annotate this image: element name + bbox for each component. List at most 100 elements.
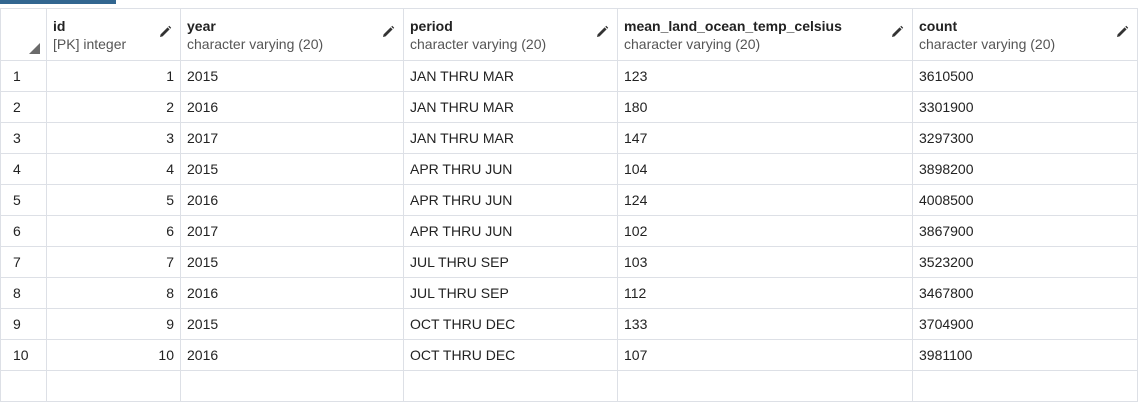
cell-id[interactable]: 10: [46, 339, 181, 371]
cell-id[interactable]: 2: [46, 91, 181, 123]
row-number[interactable]: 6: [0, 215, 47, 247]
cell-period[interactable]: OCT THRU DEC: [403, 308, 618, 340]
column-header-period[interactable]: period character varying (20): [403, 8, 618, 61]
cell-year[interactable]: 2016: [180, 91, 404, 123]
pencil-icon[interactable]: [158, 25, 172, 39]
cell-id[interactable]: 8: [46, 277, 181, 309]
cell-count[interactable]: 3610500: [912, 60, 1138, 92]
column-header-id[interactable]: id [PK] integer: [46, 8, 181, 61]
cell-year[interactable]: 2016: [180, 184, 404, 216]
cell-count[interactable]: 3867900: [912, 215, 1138, 247]
cell-period[interactable]: APR THRU JUN: [403, 215, 618, 247]
cell-period[interactable]: JUL THRU SEP: [403, 246, 618, 278]
pencil-icon[interactable]: [381, 25, 395, 39]
cell-mean-temp[interactable]: 104: [617, 153, 913, 185]
cell-mean-temp[interactable]: 107: [617, 339, 913, 371]
cell-count[interactable]: 3981100: [912, 339, 1138, 371]
cell-period[interactable]: JAN THRU MAR: [403, 60, 618, 92]
column-header-mean-land-ocean-temp-celsius[interactable]: mean_land_ocean_temp_celsius character v…: [617, 8, 913, 61]
row-number[interactable]: 1: [0, 60, 47, 92]
cell-year[interactable]: 2016: [180, 339, 404, 371]
row-number[interactable]: 10: [0, 339, 47, 371]
cell-period[interactable]: JAN THRU MAR: [403, 91, 618, 123]
column-header-count[interactable]: count character varying (20): [912, 8, 1138, 61]
cell-count[interactable]: 3523200: [912, 246, 1138, 278]
cell-period[interactable]: JUL THRU SEP: [403, 277, 618, 309]
pencil-icon[interactable]: [890, 25, 904, 39]
cell-count[interactable]: 3704900: [912, 308, 1138, 340]
empty-cell[interactable]: [0, 370, 47, 402]
cell-period[interactable]: APR THRU JUN: [403, 153, 618, 185]
cell-year[interactable]: 2017: [180, 122, 404, 154]
cell-count[interactable]: 3898200: [912, 153, 1138, 185]
cell-count[interactable]: 3467800: [912, 277, 1138, 309]
column-name: period: [410, 18, 453, 34]
empty-cell[interactable]: [912, 370, 1138, 402]
cell-mean-temp[interactable]: 133: [617, 308, 913, 340]
select-all-cell[interactable]: [0, 8, 47, 61]
column-type: character varying (20): [410, 36, 547, 52]
table-row[interactable]: 4 4 2015 APR THRU JUN 104 3898200: [0, 153, 1138, 185]
data-output-grid: id [PK] integer year character varying (…: [0, 8, 1138, 402]
cell-id[interactable]: 3: [46, 122, 181, 154]
cell-year[interactable]: 2015: [180, 60, 404, 92]
cell-period[interactable]: APR THRU JUN: [403, 184, 618, 216]
empty-cell[interactable]: [403, 370, 618, 402]
column-type: character varying (20): [187, 36, 324, 52]
cell-mean-temp[interactable]: 124: [617, 184, 913, 216]
column-name: count: [919, 18, 958, 34]
cell-mean-temp[interactable]: 147: [617, 122, 913, 154]
cell-id[interactable]: 7: [46, 246, 181, 278]
table-row[interactable]: 5 5 2016 APR THRU JUN 124 4008500: [0, 184, 1138, 216]
row-number[interactable]: 4: [0, 153, 47, 185]
cell-count[interactable]: 3297300: [912, 122, 1138, 154]
cell-count[interactable]: 4008500: [912, 184, 1138, 216]
table-row[interactable]: 2 2 2016 JAN THRU MAR 180 3301900: [0, 91, 1138, 123]
column-type: character varying (20): [624, 36, 761, 52]
cell-year[interactable]: 2015: [180, 246, 404, 278]
cell-count[interactable]: 3301900: [912, 91, 1138, 123]
row-number[interactable]: 9: [0, 308, 47, 340]
column-name: year: [187, 18, 216, 34]
row-number[interactable]: 7: [0, 246, 47, 278]
column-header-year[interactable]: year character varying (20): [180, 8, 404, 61]
cell-id[interactable]: 6: [46, 215, 181, 247]
table-row[interactable]: 9 9 2015 OCT THRU DEC 133 3704900: [0, 308, 1138, 340]
row-number[interactable]: 5: [0, 184, 47, 216]
row-number[interactable]: 8: [0, 277, 47, 309]
table-row[interactable]: 1 1 2015 JAN THRU MAR 123 3610500: [0, 60, 1138, 92]
new-row-placeholder[interactable]: [0, 370, 1138, 402]
active-tab-indicator: [0, 0, 116, 4]
select-all-triangle-icon[interactable]: [29, 43, 40, 54]
row-number[interactable]: 3: [0, 122, 47, 154]
cell-mean-temp[interactable]: 102: [617, 215, 913, 247]
cell-year[interactable]: 2017: [180, 215, 404, 247]
cell-year[interactable]: 2016: [180, 277, 404, 309]
table-row[interactable]: 7 7 2015 JUL THRU SEP 103 3523200: [0, 246, 1138, 278]
cell-id[interactable]: 1: [46, 60, 181, 92]
table-row[interactable]: 6 6 2017 APR THRU JUN 102 3867900: [0, 215, 1138, 247]
cell-mean-temp[interactable]: 180: [617, 91, 913, 123]
cell-mean-temp[interactable]: 103: [617, 246, 913, 278]
table-row[interactable]: 10 10 2016 OCT THRU DEC 107 3981100: [0, 339, 1138, 371]
cell-mean-temp[interactable]: 123: [617, 60, 913, 92]
pencil-icon[interactable]: [595, 25, 609, 39]
table-row[interactable]: 3 3 2017 JAN THRU MAR 147 3297300: [0, 122, 1138, 154]
cell-year[interactable]: 2015: [180, 308, 404, 340]
cell-year[interactable]: 2015: [180, 153, 404, 185]
empty-cell[interactable]: [46, 370, 181, 402]
column-name: id: [53, 18, 66, 34]
cell-period[interactable]: OCT THRU DEC: [403, 339, 618, 371]
cell-id[interactable]: 5: [46, 184, 181, 216]
cell-period[interactable]: JAN THRU MAR: [403, 122, 618, 154]
empty-cell[interactable]: [180, 370, 404, 402]
column-type: [PK] integer: [53, 36, 127, 52]
cell-mean-temp[interactable]: 112: [617, 277, 913, 309]
cell-id[interactable]: 9: [46, 308, 181, 340]
empty-cell[interactable]: [617, 370, 913, 402]
pencil-icon[interactable]: [1115, 25, 1129, 39]
row-number[interactable]: 2: [0, 91, 47, 123]
cell-id[interactable]: 4: [46, 153, 181, 185]
header-row: id [PK] integer year character varying (…: [0, 8, 1138, 61]
table-row[interactable]: 8 8 2016 JUL THRU SEP 112 3467800: [0, 277, 1138, 309]
